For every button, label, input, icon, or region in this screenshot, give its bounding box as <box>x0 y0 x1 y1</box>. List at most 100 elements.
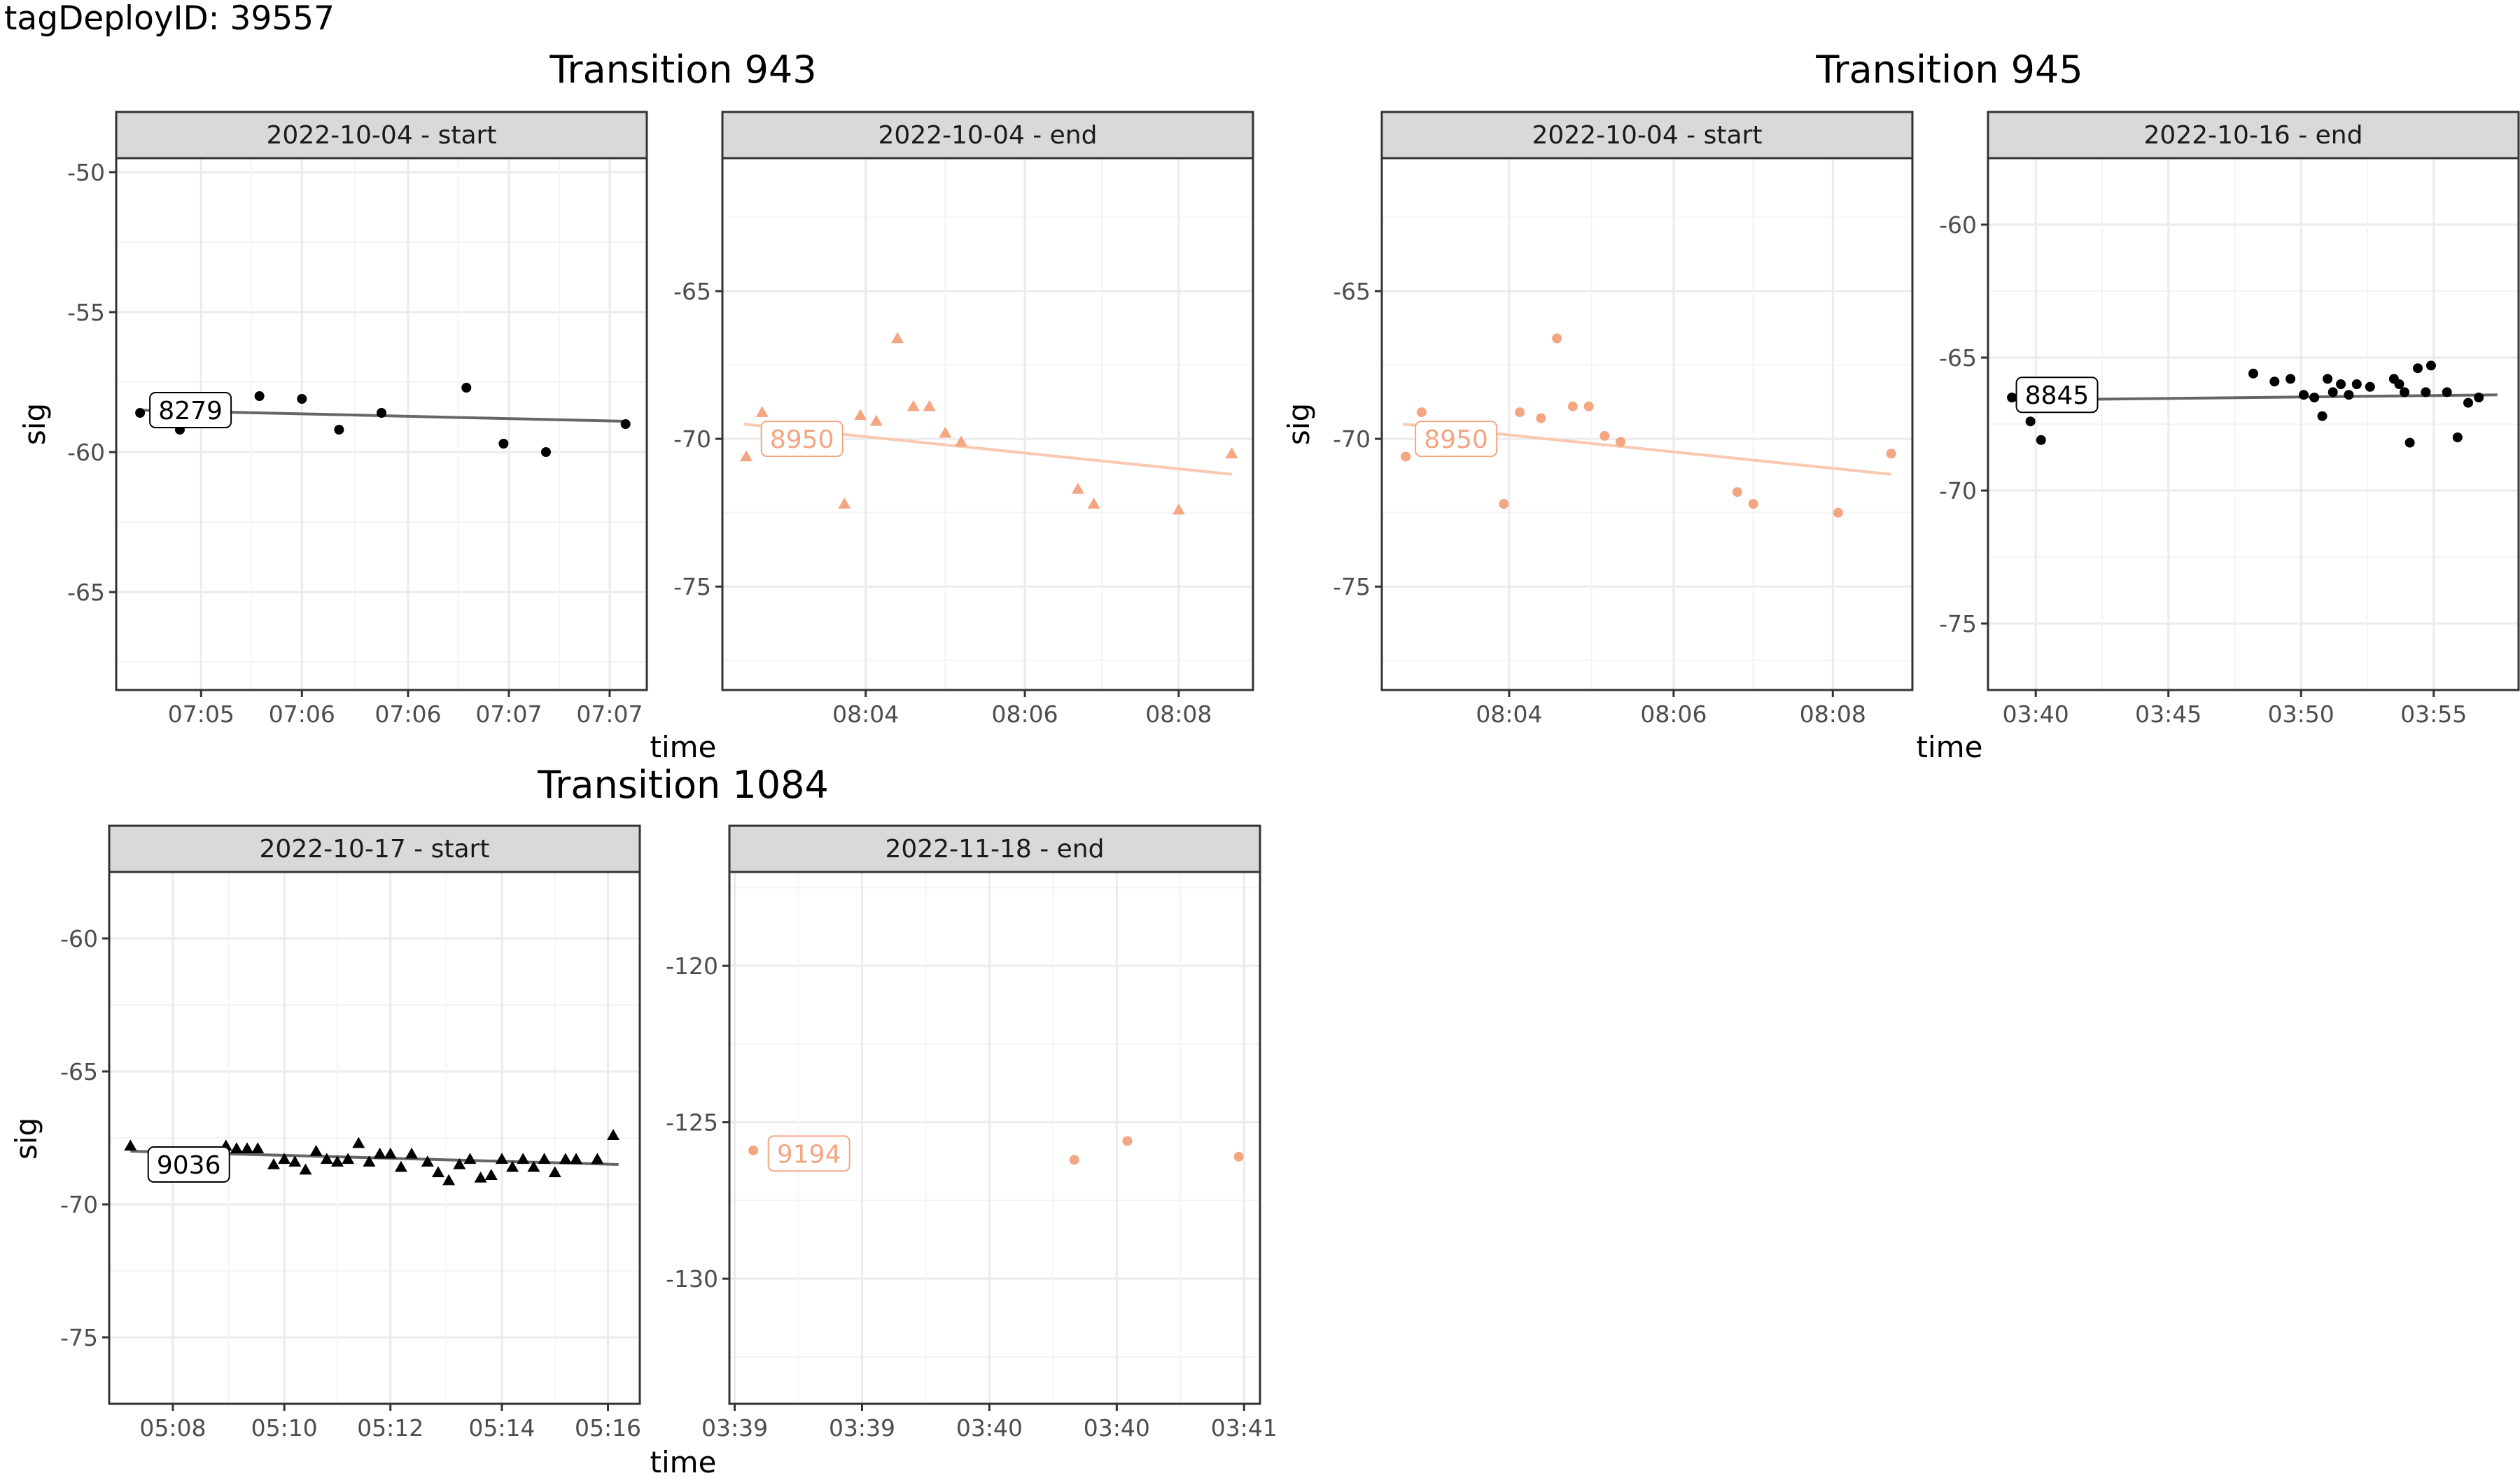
data-point <box>2344 390 2354 400</box>
panel-border <box>728 871 1261 1405</box>
id-label-box <box>149 392 232 428</box>
data-point <box>2328 387 2338 397</box>
facet-panel: 2022-10-17 - start 9036 -60 -65 -70 -75 05:08 0… <box>60 824 641 1442</box>
data-point <box>373 1147 386 1159</box>
panel-border <box>108 871 641 1405</box>
data-point <box>498 439 509 449</box>
facet-strip <box>728 824 1261 873</box>
data-point <box>2394 379 2404 389</box>
y-tick-label: -60 <box>1939 211 1977 239</box>
data-point <box>1225 447 1238 458</box>
data-point <box>2286 374 2296 384</box>
data-point <box>923 400 936 411</box>
panel-border <box>115 157 648 691</box>
y-tick-label: -120 <box>666 952 718 980</box>
data-point <box>538 1153 551 1164</box>
data-point <box>405 1147 419 1159</box>
x-tick-label: 03:50 <box>2268 701 2334 728</box>
y-tick-label: -65 <box>673 278 711 305</box>
data-point <box>2426 360 2436 371</box>
x-tick-label: 07:05 <box>168 701 234 728</box>
data-point <box>869 414 883 426</box>
x-axis-label-2: time <box>1917 730 1983 764</box>
data-point <box>342 1153 355 1164</box>
x-tick-label: 05:08 <box>139 1414 206 1442</box>
data-point <box>527 1160 540 1172</box>
x-tick-label: 08:06 <box>1640 701 1707 728</box>
x-tick-label: 08:04 <box>832 701 899 728</box>
data-point <box>484 1169 498 1180</box>
panel-border <box>1987 157 2520 691</box>
facet-strip-label: 2022-10-04 - start <box>1532 121 1763 150</box>
data-point <box>2474 393 2484 402</box>
data-point <box>1567 401 1578 411</box>
id-label-box <box>2015 376 2099 414</box>
data-point <box>1401 451 1411 462</box>
data-point <box>548 1166 561 1178</box>
data-point <box>2317 411 2328 421</box>
data-point <box>1122 1136 1133 1146</box>
data-point <box>278 1153 291 1164</box>
data-point <box>1583 401 1594 411</box>
group-title-1: Transition 943 <box>549 48 816 92</box>
data-point <box>1071 482 1084 494</box>
data-point <box>2269 376 2280 387</box>
id-label: 8950 <box>770 425 834 454</box>
data-point <box>1515 407 1525 418</box>
data-point <box>906 400 920 411</box>
data-point <box>1833 507 1843 518</box>
data-point <box>2421 387 2431 397</box>
data-point <box>1886 449 1896 459</box>
group-title-3: Transition 1084 <box>537 763 829 807</box>
panel-border <box>721 157 1254 691</box>
data-point <box>431 1166 444 1178</box>
x-tick-label: 07:07 <box>576 701 643 728</box>
facet-strip-label: 2022-10-04 - end <box>878 121 1098 150</box>
data-point <box>1732 487 1742 498</box>
y-tick-label: -75 <box>1333 573 1371 600</box>
id-label-box <box>1415 421 1498 458</box>
facet-panel: 2022-10-04 - end 8950 -65 -70 -75 08:04 08:06 0… <box>673 111 1254 728</box>
facet-strip <box>1380 111 1914 160</box>
id-label-box <box>760 421 844 458</box>
id-label: 8950 <box>1424 425 1488 454</box>
data-point <box>309 1145 323 1156</box>
y-tick-label: -70 <box>1939 477 1977 505</box>
group-title-2: Transition 945 <box>1815 48 2082 92</box>
data-point <box>421 1155 434 1167</box>
panels-layer: 2022-10-04 - start 8279 -50 -55 -60 -65 07:05 0… <box>60 111 2520 1442</box>
id-label: 8845 <box>2025 381 2090 410</box>
panel-border <box>1380 157 1914 691</box>
data-point <box>320 1153 333 1164</box>
data-point <box>254 391 265 401</box>
data-point <box>955 435 968 447</box>
data-point <box>2036 435 2046 445</box>
data-point <box>740 450 753 462</box>
data-point <box>363 1155 376 1167</box>
data-point <box>891 332 904 344</box>
data-point <box>330 1155 344 1167</box>
data-point <box>1087 498 1100 509</box>
data-point <box>1069 1155 1079 1165</box>
x-tick-label: 05:12 <box>357 1414 424 1442</box>
x-tick-label: 03:45 <box>2135 701 2202 728</box>
facet-strip-label: 2022-10-16 - end <box>2144 121 2363 150</box>
y-tick-label: -65 <box>60 1058 98 1085</box>
data-point <box>2412 363 2423 374</box>
data-point <box>591 1153 604 1164</box>
data-point <box>838 498 851 509</box>
y-tick-label: -60 <box>67 439 105 466</box>
data-point <box>2336 379 2346 389</box>
data-point <box>297 394 307 404</box>
data-point <box>755 406 769 417</box>
data-point <box>2365 381 2375 392</box>
data-point <box>442 1174 456 1185</box>
y-tick-label: -70 <box>673 425 711 453</box>
data-point <box>2404 437 2415 448</box>
data-point <box>2463 397 2473 408</box>
data-point <box>2452 432 2463 442</box>
data-point <box>495 1153 508 1164</box>
y-tick-label: -65 <box>1333 278 1371 305</box>
y-tick-label: -60 <box>60 925 98 952</box>
data-point <box>474 1171 487 1183</box>
